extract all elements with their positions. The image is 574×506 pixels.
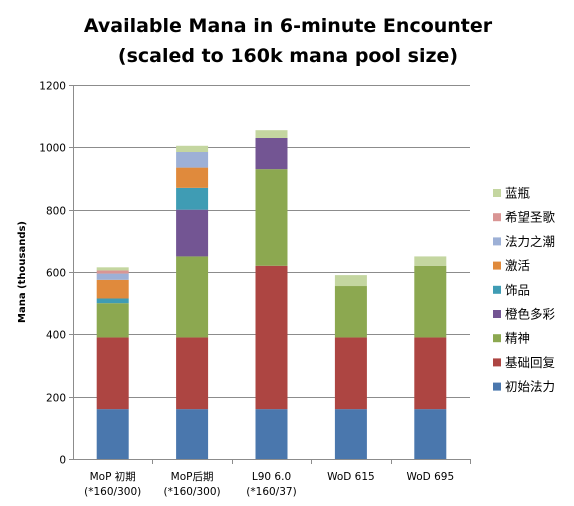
bar-segment [255, 265, 288, 410]
legend-entry: 基础回复 [505, 355, 556, 370]
bar-segment [176, 152, 209, 168]
legend-entry: 蓝瓶 [505, 186, 530, 201]
bar-segment [176, 187, 209, 210]
x-tick-label: L90 6.0 [252, 471, 291, 483]
x-tick-label: WoD 615 [327, 471, 375, 483]
bar-segment [334, 286, 367, 338]
x-tick-labels: MoP 初期 (*160/300) MoP后期 (*160/300) L90 6.0 (*… [84, 470, 454, 498]
x-tick-label: WoD 695 [406, 471, 454, 483]
y-tick-label: 0 [59, 455, 66, 467]
legend-swatch [493, 382, 501, 391]
legend-entry: 初始法力 [505, 379, 555, 394]
legend-swatch [493, 285, 501, 294]
bar-segment [255, 409, 288, 459]
legend-swatch [493, 310, 501, 318]
bar-segment [176, 256, 209, 338]
bar-segment [414, 256, 447, 266]
bar-segment [96, 267, 129, 271]
bar-segment [96, 303, 129, 338]
legend-entry: 法力之潮 [505, 234, 555, 249]
bar-segment [176, 409, 209, 459]
chart-title-line-2: (scaled to 160k mana pool size) [118, 45, 458, 67]
legend-swatch [493, 358, 501, 367]
x-tick-label: MoP后期 [171, 471, 214, 483]
legend-swatch [493, 237, 501, 246]
bar-segment [96, 298, 129, 304]
legend-entry: 激活 [505, 258, 530, 273]
y-tick-label: 200 [46, 393, 66, 405]
axes [69, 85, 471, 464]
x-tick-label: (*160/37) [246, 486, 296, 498]
y-axis-label: Mana (thousands) [17, 221, 28, 323]
x-tick-label: (*160/300) [84, 486, 141, 498]
legend-entry: 饰品 [505, 282, 530, 297]
bar-segment [255, 169, 288, 266]
bar-segment [414, 409, 447, 459]
bar-segment [96, 337, 129, 410]
bar-segment [96, 270, 129, 274]
y-tick-label: 1200 [39, 81, 66, 93]
bar-segment [96, 273, 129, 280]
bars [96, 130, 447, 459]
bar-segment [414, 265, 447, 338]
legend-entry: 橙色多彩 [505, 307, 556, 322]
bar-segment [176, 145, 209, 153]
y-tick-label: 1000 [39, 143, 66, 155]
y-tick-label: 800 [46, 206, 66, 218]
legend-swatch [493, 261, 501, 270]
bar-segment [255, 130, 288, 138]
legend-swatch [493, 189, 501, 197]
x-tick-label: MoP 初期 [90, 470, 136, 483]
bar-segment [334, 409, 367, 459]
y-tick-label: 400 [46, 330, 66, 342]
bar-segment [414, 337, 447, 410]
bar-segment [334, 337, 367, 410]
bar-segment [176, 209, 209, 257]
y-tick-label: 600 [46, 268, 66, 280]
legend-swatch [493, 334, 501, 343]
bar-segment [334, 275, 367, 287]
bar-segment [176, 167, 209, 188]
chart-title-line-1: Available Mana in 6-minute Encounter [84, 15, 493, 37]
legend-swatch [493, 213, 501, 222]
legend-entry: 精神 [505, 331, 530, 346]
bar-segment [255, 137, 288, 170]
bar-segment [96, 409, 129, 459]
bar-segment [176, 337, 209, 410]
y-tick-labels: 0 200 400 600 800 1000 1200 [39, 81, 66, 467]
legend-entry: 希望圣歌 [505, 210, 556, 225]
x-tick-label: (*160/300) [164, 486, 221, 498]
bar-segment [96, 279, 129, 299]
